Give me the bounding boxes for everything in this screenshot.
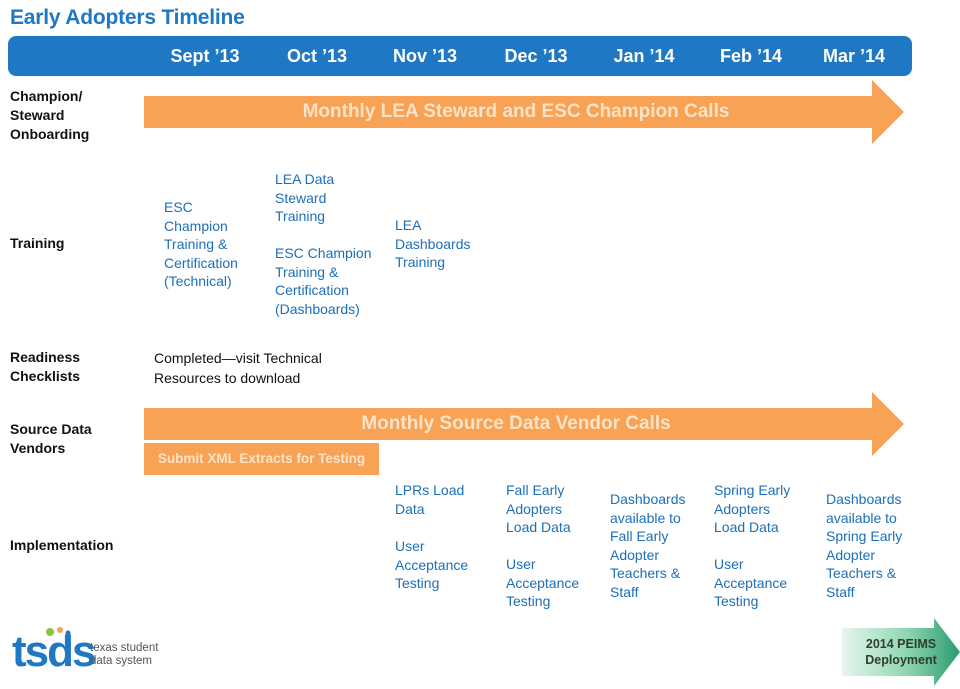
- text-line: Testing: [506, 593, 551, 610]
- page-title: Early Adopters Timeline: [10, 6, 245, 29]
- onboarding-calls-arrow: Monthly LEA Steward and ESC Champion Cal…: [144, 80, 904, 144]
- text-line: Load Data: [714, 519, 779, 536]
- text-line: Data: [395, 500, 425, 517]
- arrow-shape: [144, 392, 904, 456]
- text-line: User: [506, 556, 536, 572]
- impl-fall-load: Fall Early Adopters Load Data: [506, 481, 571, 537]
- text-line: Resources to download: [154, 369, 301, 386]
- text-line: data system: [90, 655, 152, 667]
- text-line: Fall Early: [506, 482, 565, 498]
- month-mar-14: Mar ’14: [822, 46, 886, 66]
- training-lea-steward: LEA Data Steward Training: [275, 170, 334, 226]
- tsds-logo: tsds texas student data system: [8, 624, 168, 676]
- row-label-line: Checklists: [10, 368, 81, 384]
- month-header-bar: Sept ’13 Oct ’13 Nov ’13 Dec ’13 Jan ’14…: [8, 36, 912, 76]
- text-line: Deployment: [865, 653, 937, 667]
- text-line: Staff: [826, 583, 855, 600]
- text-line: Teachers &: [826, 565, 897, 582]
- text-line: Adopters: [714, 500, 771, 517]
- text-line: ESC Champion: [275, 245, 372, 261]
- text-line: LEA Data: [275, 171, 335, 187]
- text-line: available to: [610, 509, 681, 526]
- text-line: Dashboards: [826, 491, 902, 507]
- text-line: (Technical): [164, 273, 232, 290]
- text-line: Spring Early: [714, 482, 791, 498]
- text-line: 2014 PEIMS: [865, 637, 937, 651]
- month-oct-13: Oct ’13: [286, 46, 348, 66]
- text-line: texas student: [90, 642, 159, 654]
- row-label-line: Steward: [10, 107, 65, 123]
- month-feb-14: Feb ’14: [719, 46, 783, 66]
- readiness-text: Completed—visit Technical Resources to d…: [154, 349, 322, 388]
- text-line: Testing: [714, 593, 759, 610]
- text-line: Dashboards: [395, 235, 471, 252]
- text-line: Acceptance: [506, 574, 580, 591]
- training-esc-technical: ESC Champion Training & Certification (T…: [164, 198, 238, 291]
- row-label-line: Readiness: [10, 349, 81, 365]
- text-line: Champion: [164, 217, 228, 234]
- arrow-shape: [144, 80, 904, 144]
- text-line: Adopter: [826, 546, 876, 563]
- training-esc-dashboards: ESC Champion Training & Certification (D…: [275, 244, 372, 318]
- row-label-line: Onboarding: [10, 126, 90, 142]
- vendor-calls-label: Monthly Source Data Vendor Calls: [361, 413, 671, 434]
- month-nov-13: Nov ’13: [392, 46, 458, 66]
- text-line: ESC: [164, 199, 193, 215]
- submit-xml-box: Submit XML Extracts for Testing: [144, 443, 379, 475]
- row-label-implementation: Implementation: [10, 537, 114, 553]
- text-line: Adopters: [506, 500, 563, 517]
- text-line: available to: [826, 509, 897, 526]
- text-line: Spring Early: [826, 528, 903, 545]
- text-line: User: [395, 538, 425, 554]
- deployment-label: 2014 PEIMS Deployment: [842, 618, 960, 668]
- text-line: Training &: [164, 236, 228, 253]
- arrow-shape: [842, 618, 960, 686]
- text-line: Acceptance: [395, 556, 469, 573]
- text-line: LEA: [395, 217, 422, 233]
- logo-subtitle: texas student data system: [90, 642, 158, 668]
- text-line: Steward: [275, 189, 327, 206]
- logo-dots-icon: [46, 627, 71, 636]
- text-line: Certification: [275, 282, 349, 299]
- text-line: Acceptance: [714, 574, 788, 591]
- text-line: (Dashboards): [275, 300, 360, 317]
- month-jan-14: Jan ’14: [613, 46, 675, 66]
- text-line: Certification: [164, 254, 238, 271]
- month-dec-13: Dec ’13: [504, 46, 568, 66]
- impl-feb-uat: User Acceptance Testing: [714, 555, 787, 611]
- text-line: Training: [275, 208, 326, 225]
- impl-lprs-load: LPRs Load Data: [395, 481, 464, 518]
- text-line: Teachers &: [610, 565, 681, 582]
- text-line: Testing: [395, 575, 440, 592]
- row-label-readiness: Readiness Checklists: [10, 348, 80, 386]
- row-label-onboarding: Champion/ Steward Onboarding: [10, 87, 89, 144]
- impl-jan-dashboards: Dashboards available to Fall Early Adopt…: [610, 490, 686, 602]
- impl-nov-uat: User Acceptance Testing: [395, 537, 468, 593]
- text-line: Dashboards: [610, 491, 686, 507]
- text-line: Training: [395, 254, 446, 271]
- row-label-line: Champion/: [10, 88, 83, 104]
- row-label-line: Source Data: [10, 421, 92, 437]
- row-label-vendors: Source Data Vendors: [10, 420, 92, 458]
- text-line: Fall Early: [610, 528, 669, 545]
- row-label-training: Training: [10, 235, 65, 251]
- text-line: User: [714, 556, 744, 572]
- text-line: Adopter: [610, 546, 660, 563]
- text-line: LPRs Load: [395, 482, 465, 498]
- impl-mar-dashboards: Dashboards available to Spring Early Ado…: [826, 490, 902, 602]
- logo-wordmark: tsds: [12, 627, 96, 676]
- text-line: Completed—visit Technical: [154, 350, 322, 366]
- impl-spring-load: Spring Early Adopters Load Data: [714, 481, 790, 537]
- row-label-line: Vendors: [10, 440, 66, 456]
- training-lea-dashboards: LEA Dashboards Training: [395, 216, 471, 272]
- text-line: Staff: [610, 583, 639, 600]
- text-line: Load Data: [506, 519, 571, 536]
- onboarding-calls-label: Monthly LEA Steward and ESC Champion Cal…: [302, 101, 730, 122]
- impl-dec-uat: User Acceptance Testing: [506, 555, 579, 611]
- peims-deployment-arrow: 2014 PEIMS Deployment: [842, 618, 960, 686]
- text-line: Training &: [275, 263, 339, 280]
- month-sept-13: Sept ’13: [170, 46, 240, 66]
- vendor-calls-arrow: Monthly Source Data Vendor Calls: [144, 392, 904, 456]
